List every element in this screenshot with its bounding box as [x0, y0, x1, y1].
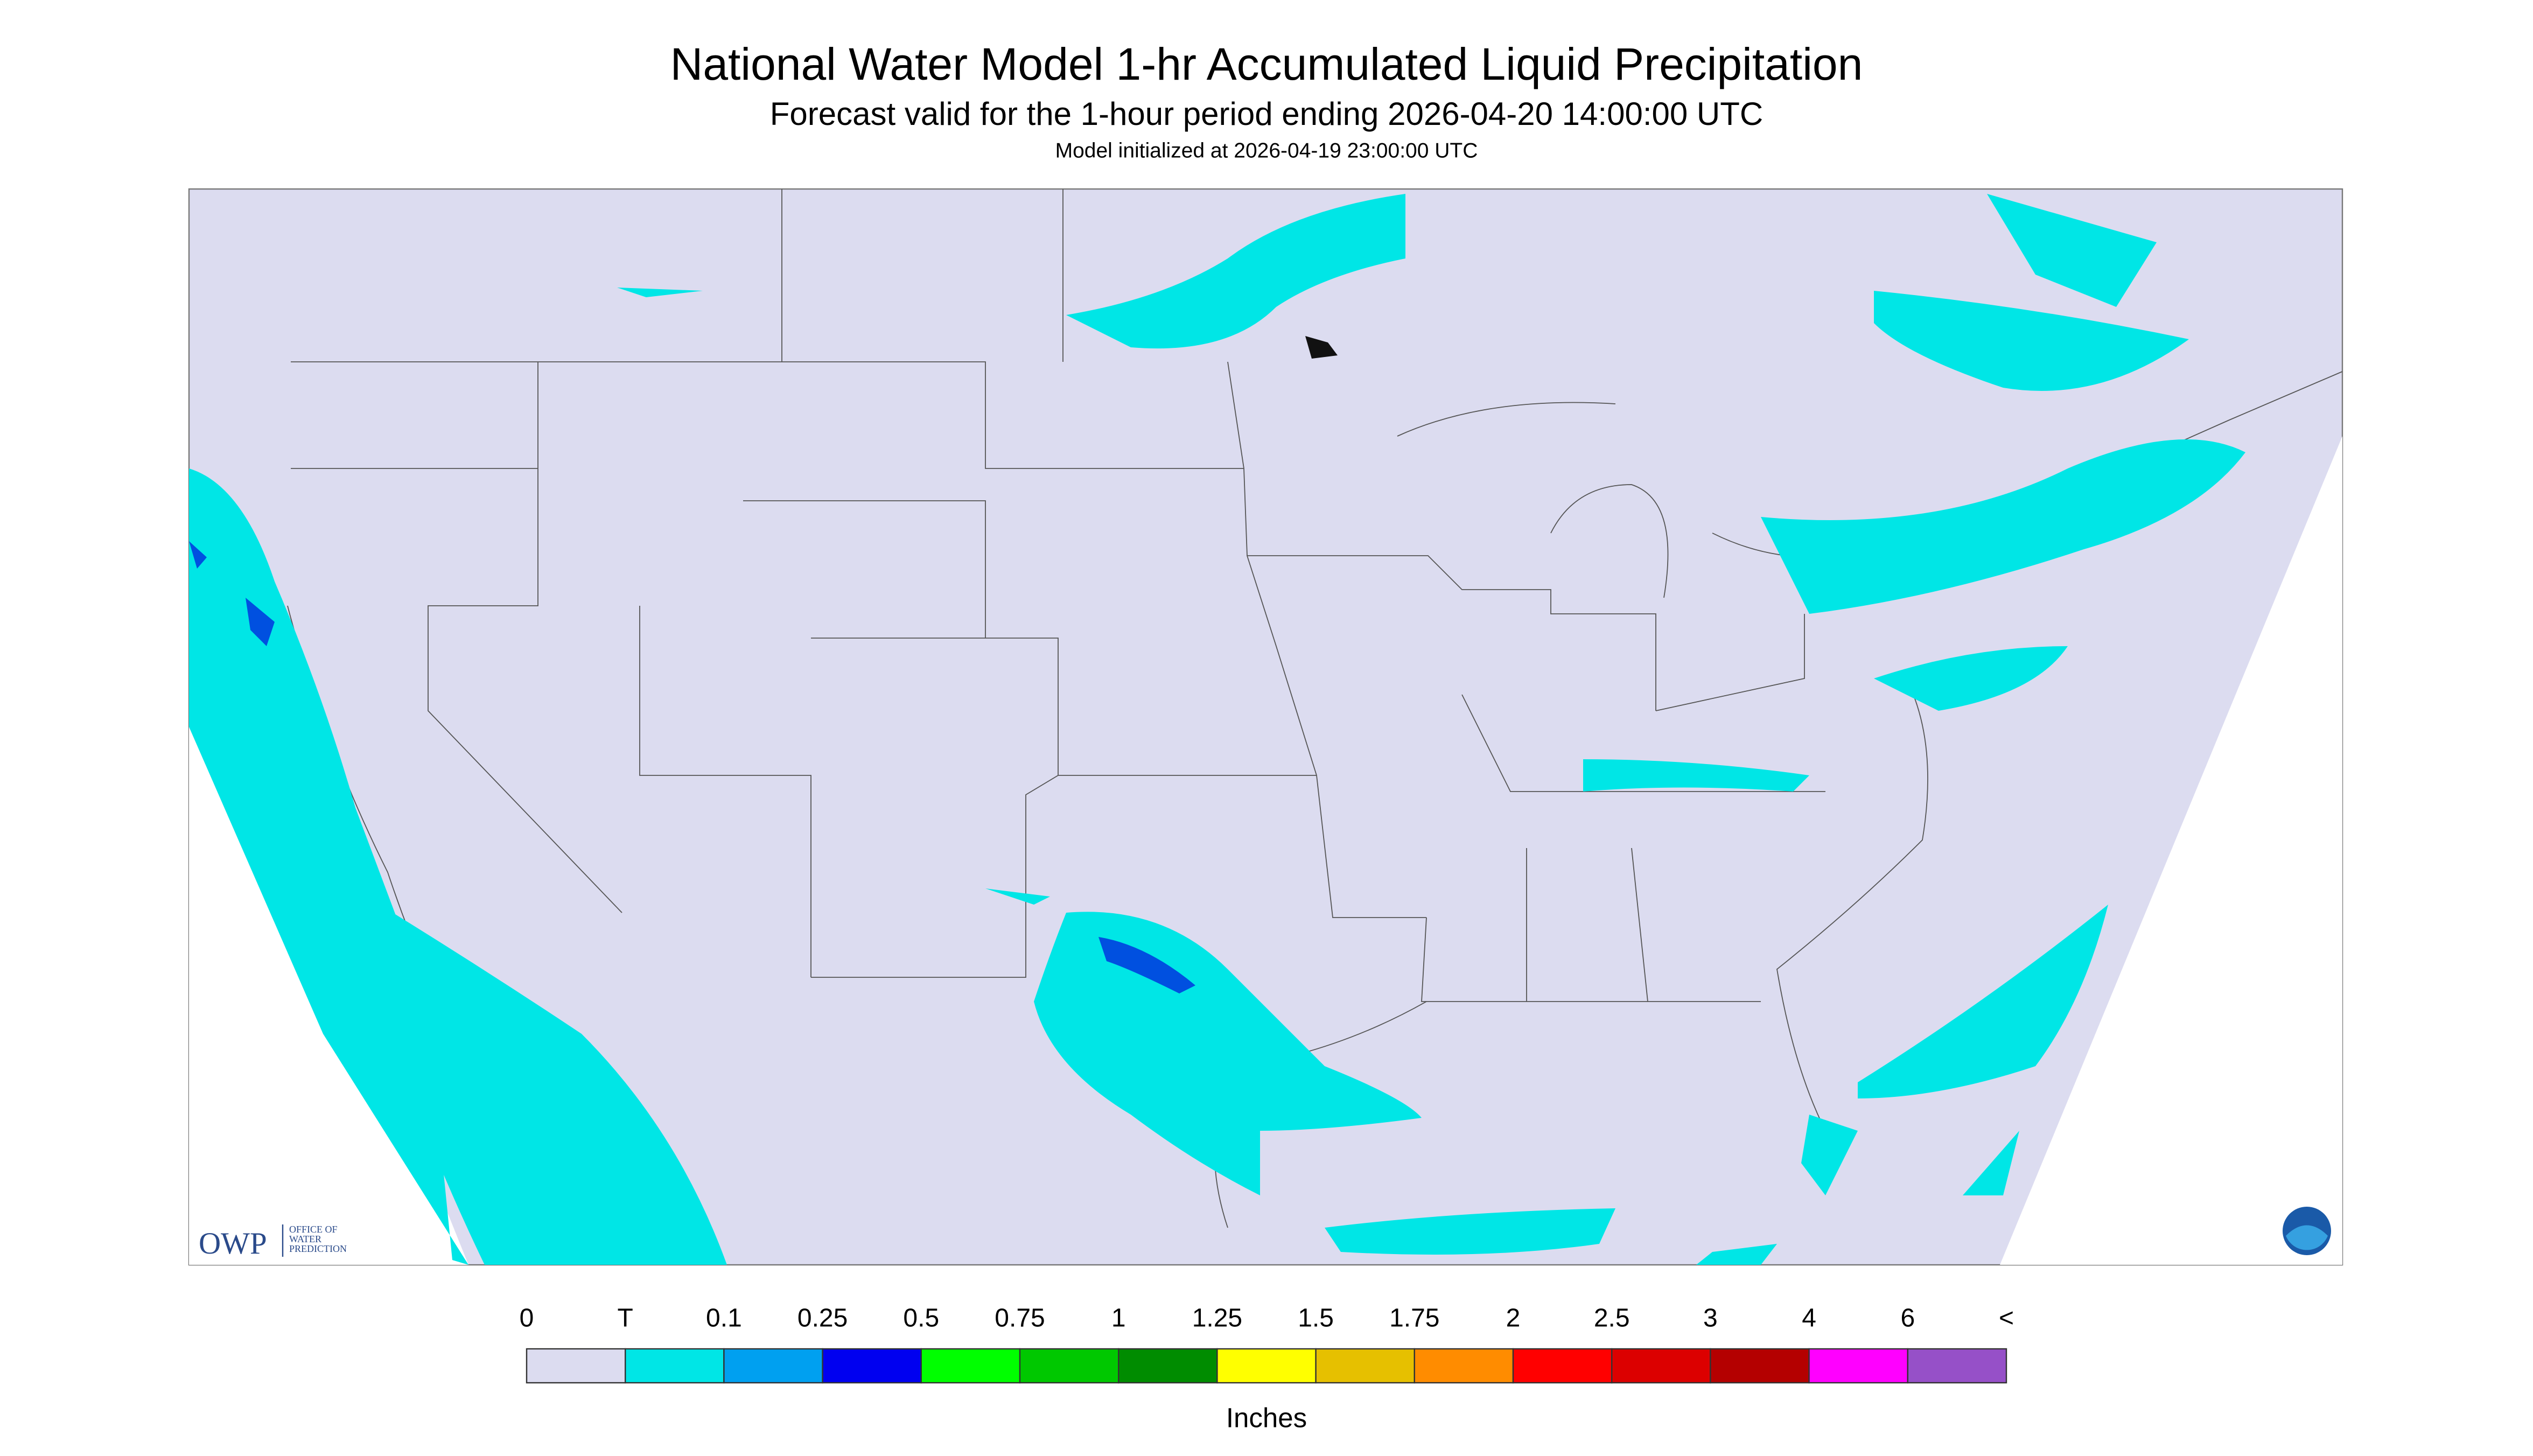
legend-label: 1.75	[1389, 1304, 1439, 1333]
owp-logo-text: OWP	[199, 1227, 267, 1261]
legend-swatch	[920, 1348, 1021, 1384]
legend-label: 4	[1802, 1304, 1816, 1333]
legend-swatch	[526, 1348, 626, 1384]
title: National Water Model 1-hr Accumulated Li…	[670, 39, 1863, 89]
projection-mask	[2000, 436, 2342, 1265]
legend-label: 0.5	[903, 1304, 939, 1333]
precip-areas	[189, 194, 2245, 1265]
lake-outline	[1305, 336, 1338, 359]
noaa-logo	[2283, 1207, 2331, 1256]
legend-label: 2.5	[1594, 1304, 1630, 1333]
legend-swatch	[625, 1348, 725, 1384]
legend-swatch	[1808, 1348, 1909, 1384]
legend-swatch	[723, 1348, 823, 1384]
legend-swatch	[1907, 1348, 2007, 1384]
owp-logo: OWP OFFICE OF WATER PREDICTION	[199, 1224, 347, 1261]
legend: Inches 0 T 0.1 0.25 0.5 0.75 1 1.25 1.5 1.75 2 2.5 3…	[520, 1304, 2014, 1433]
legend-label: 2	[1506, 1304, 1521, 1333]
legend-swatch	[822, 1348, 922, 1384]
legend-label: 0	[520, 1304, 534, 1333]
legend-label: T	[618, 1304, 633, 1333]
precip-area	[1874, 194, 2189, 391]
legend-label: 0.1	[706, 1304, 742, 1333]
map: OWP OFFICE OF WATER PREDICTION	[188, 188, 2343, 1266]
legend-swatch	[1315, 1348, 1415, 1384]
legend-label: 1.5	[1298, 1304, 1334, 1333]
noaa-wave	[2286, 1225, 2328, 1250]
legend-unit: Inches	[1226, 1402, 1307, 1433]
legend-swatch	[1216, 1348, 1317, 1384]
precip-area	[1066, 194, 1405, 349]
precip-area	[1034, 912, 1422, 1196]
precip-area	[380, 905, 727, 1265]
precip-area	[189, 468, 468, 1265]
legend-label: 1.25	[1192, 1304, 1242, 1333]
legend-label: 1	[1111, 1304, 1126, 1333]
legend-swatch	[1611, 1348, 1711, 1384]
projection-mask	[189, 189, 468, 1265]
precip-area	[1801, 905, 2108, 1196]
legend-swatch	[1710, 1348, 1810, 1384]
legend-swatch	[1512, 1348, 1613, 1384]
legend-label: 6	[1900, 1304, 1915, 1333]
legend-swatch	[1118, 1348, 1218, 1384]
precip-area	[1761, 439, 2245, 711]
init-note: Model initialized at 2026-04-19 23:00:00…	[1055, 139, 1478, 162]
owp-logo-line: OFFICE OF	[289, 1224, 338, 1235]
subtitle: Forecast valid for the 1-hour period end…	[770, 96, 1763, 132]
legend-label: 0.25	[797, 1304, 848, 1333]
legend-label: <	[1999, 1304, 2014, 1333]
owp-logo-line: WATER	[289, 1234, 321, 1244]
owp-logo-line: PREDICTION	[289, 1243, 347, 1254]
legend-swatch	[1414, 1348, 1514, 1384]
legend-label: 3	[1703, 1304, 1718, 1333]
legend-label: 0.75	[995, 1304, 1045, 1333]
legend-swatch	[1019, 1348, 1119, 1384]
